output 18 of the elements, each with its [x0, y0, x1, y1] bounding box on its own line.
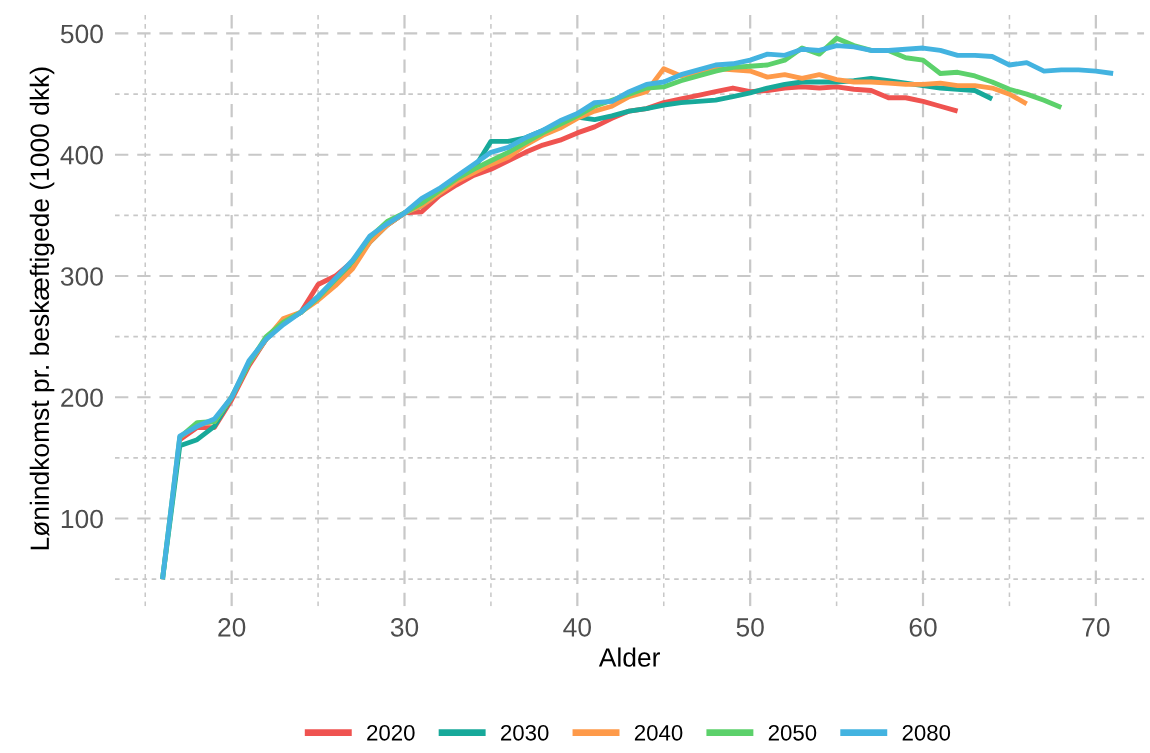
- y-tick-label: 400: [60, 145, 103, 165]
- y-tick-label: 300: [60, 267, 103, 286]
- x-tick-label: 60: [909, 617, 937, 637]
- y-axis-title: Lønindkomst pr. beskæftigede (1000 dkk): [29, 67, 55, 550]
- x-tick-label: 20: [218, 617, 246, 637]
- x-tick-label: 30: [390, 617, 419, 637]
- x-tick-label: 40: [563, 617, 591, 637]
- y-tick-label: 100: [61, 509, 103, 529]
- y-tick-label: 200: [61, 388, 103, 408]
- legend-label: 2080: [902, 724, 951, 741]
- legend-label: 2040: [634, 724, 683, 741]
- x-tick-label: 70: [1082, 617, 1110, 637]
- y-tick-label: 500: [60, 24, 103, 44]
- legend-label: 2020: [367, 724, 415, 741]
- x-axis-title: Alder: [598, 647, 660, 667]
- legend-label: 2050: [768, 724, 817, 741]
- legend-label: 2030: [501, 724, 549, 741]
- x-tick-label: 50: [736, 617, 764, 637]
